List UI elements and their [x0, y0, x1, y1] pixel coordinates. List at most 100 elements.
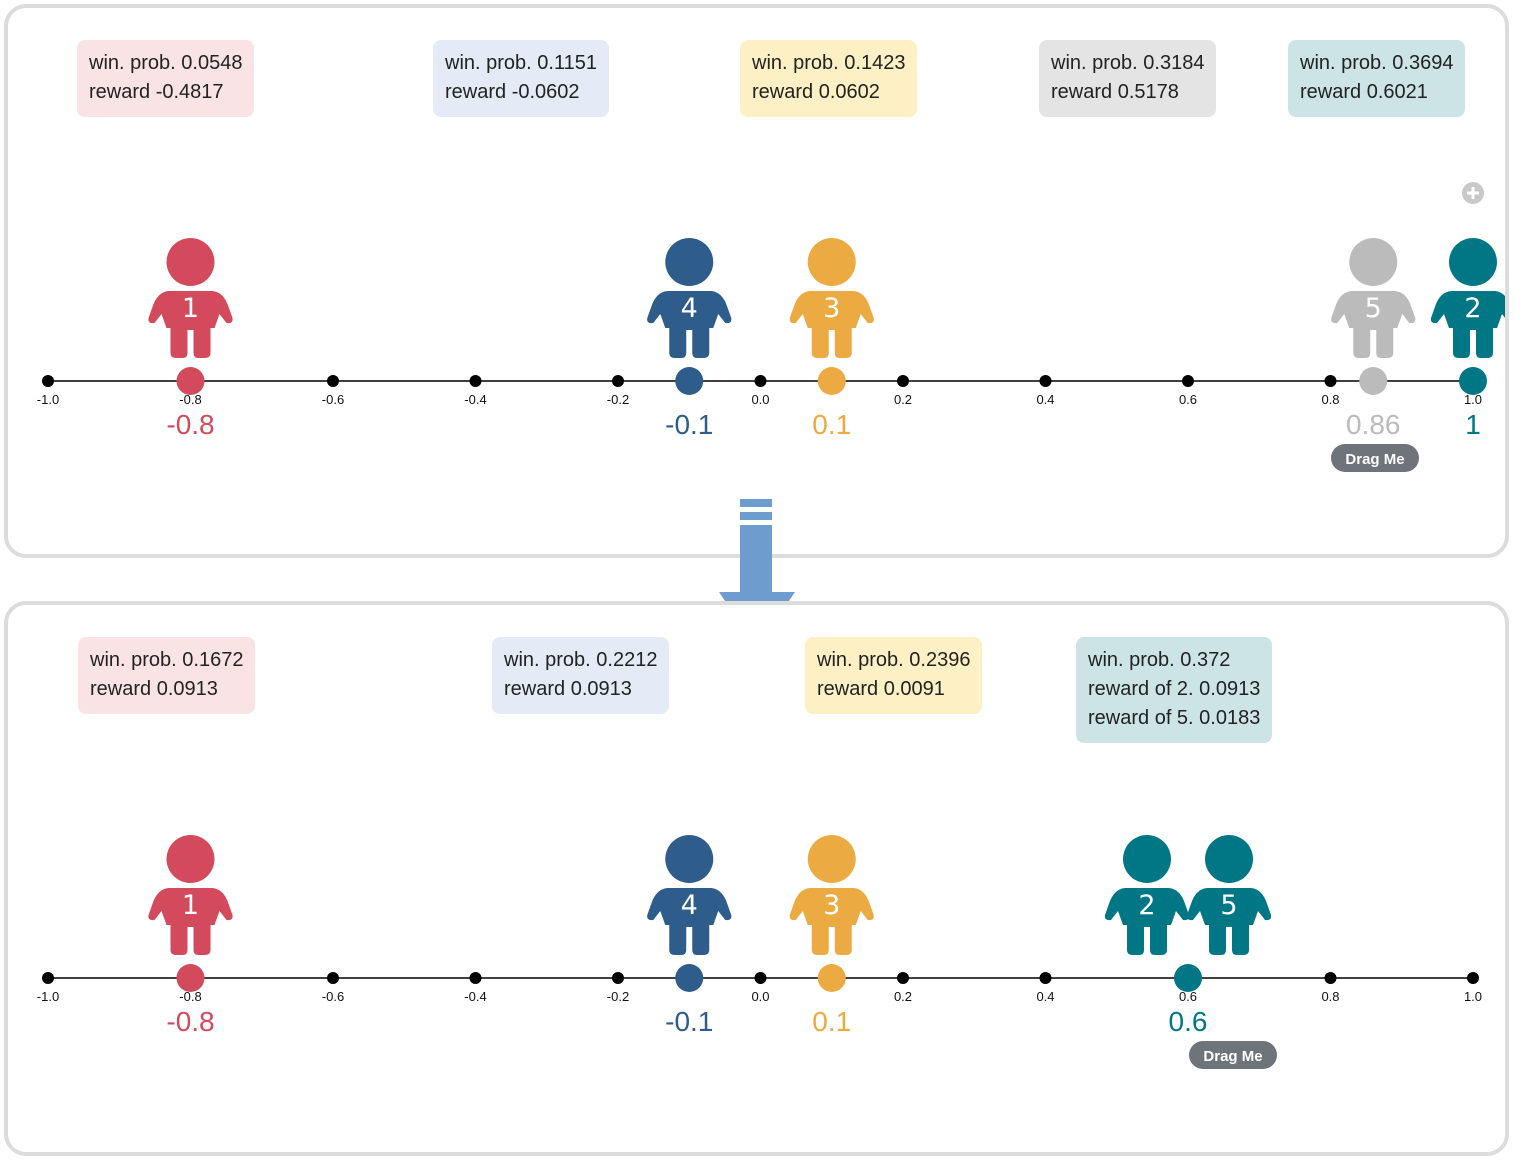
axis-tick-label: -1.0	[37, 392, 59, 407]
player-number: 1	[182, 890, 199, 921]
person-body	[647, 888, 732, 955]
player-4-value: -0.1	[665, 409, 713, 440]
player-4-value: -0.1	[665, 1006, 713, 1037]
axis-tick-label: 0.2	[894, 989, 912, 1004]
player-3[interactable]: 3	[789, 835, 874, 955]
axis-tick-dot	[754, 972, 767, 984]
axis-tick-dot	[1182, 375, 1194, 387]
axis-tick-label: -0.8	[179, 392, 201, 407]
info-box-player-5: win. prob. 0.3184 reward 0.5178	[1039, 40, 1217, 117]
player-4[interactable]: 4	[647, 238, 732, 358]
axis-tick-dot	[327, 972, 339, 984]
axis-tick-label: 0.8	[1321, 989, 1339, 1004]
axis-tick-label: -0.2	[607, 989, 629, 1004]
person-body	[148, 291, 233, 358]
person-head	[166, 835, 215, 883]
axis-tick-dot	[42, 972, 54, 984]
player-4[interactable]: 4	[647, 835, 732, 955]
player-number: 2	[1138, 890, 1155, 921]
axis-tick-label: 0.2	[894, 392, 912, 407]
player-5-handle[interactable]	[1359, 367, 1388, 395]
info-reward-2: reward of 2. 0.0913	[1088, 678, 1261, 700]
person-body	[148, 888, 233, 955]
axis-tick-dot	[754, 375, 767, 387]
player-1[interactable]: 1	[148, 835, 233, 955]
person-body	[647, 291, 732, 358]
drag-me-button[interactable]: Drag Me	[1189, 1041, 1277, 1069]
drag-me-bg	[1331, 444, 1419, 472]
person-body	[1331, 291, 1416, 358]
player-number: 4	[681, 890, 698, 921]
player-3-value: 0.1	[812, 409, 851, 440]
person-head	[665, 835, 714, 883]
player-number: 1	[182, 293, 199, 324]
person-head	[1123, 835, 1171, 883]
axis-tick-label: 1.0	[1464, 392, 1482, 407]
info-box-player-2: win. prob. 0.3694 reward 0.6021	[1288, 40, 1466, 117]
player-1[interactable]: 1	[148, 238, 233, 358]
person-head	[807, 238, 856, 286]
axis-tick-dot	[897, 375, 909, 387]
axis-tick-dot	[1324, 972, 1337, 984]
info-box-player-1: win. prob. 0.0548 reward -0.4817	[77, 40, 255, 117]
axis-tick-dot	[469, 972, 482, 984]
person-body	[1104, 888, 1190, 955]
axis-tick-dot	[897, 972, 909, 984]
info-winprob: win. prob. 0.1672	[90, 649, 244, 671]
player-5-value: 0.6	[1169, 1006, 1208, 1037]
player-1-handle[interactable]	[176, 964, 205, 992]
person-head	[1205, 835, 1253, 883]
plus-bar-v	[1471, 187, 1475, 199]
player-5[interactable]: 5	[1186, 835, 1272, 955]
info-box-player-4: win. prob. 0.1151 reward -0.0602	[433, 40, 609, 117]
info-winprob: win. prob. 0.2212	[504, 649, 658, 671]
axis-tick-label: 1.0	[1464, 989, 1482, 1004]
person-head	[807, 835, 856, 883]
axis-tick-label: -0.4	[464, 989, 486, 1004]
info-reward: reward 0.0091	[817, 678, 945, 700]
player-2[interactable]: 2	[1430, 238, 1505, 358]
axis-tick-label: -0.6	[322, 392, 344, 407]
info-box-player-1: win. prob. 0.1672 reward 0.0913	[78, 637, 256, 714]
drag-me-bg	[1189, 1041, 1277, 1069]
info-reward: reward 0.0913	[504, 678, 632, 700]
axis-tick-dot	[612, 972, 624, 984]
person-head	[665, 238, 714, 286]
player-4-handle[interactable]	[675, 964, 704, 992]
info-box-player-3: win. prob. 0.2396 reward 0.0091	[805, 637, 983, 714]
person-head	[1349, 238, 1398, 286]
player-3-handle[interactable]	[817, 367, 846, 395]
player-1-value: -0.8	[166, 1006, 214, 1037]
player-number: 2	[1464, 293, 1481, 324]
player-2-handle[interactable]	[1459, 367, 1487, 395]
player-3-handle[interactable]	[817, 964, 846, 992]
plus-circle-icon[interactable]	[1462, 182, 1484, 204]
person-head	[166, 238, 215, 286]
player-2[interactable]: 2	[1104, 835, 1190, 955]
axis-tick-label: 0.6	[1179, 989, 1197, 1004]
player-5[interactable]: 5	[1331, 238, 1416, 358]
axis-tick-label: -0.4	[464, 392, 486, 407]
person-head	[1449, 238, 1497, 286]
info-box-player-3: win. prob. 0.1423 reward 0.0602	[740, 40, 918, 117]
axis-tick-label: -1.0	[37, 989, 59, 1004]
player-number: 3	[823, 293, 840, 324]
info-box-player-4: win. prob. 0.2212 reward 0.0913	[492, 637, 670, 714]
drag-me-label: Drag Me	[1203, 1048, 1262, 1065]
axis-tick-label: 0.8	[1321, 392, 1339, 407]
axis-tick-label: -0.6	[322, 989, 344, 1004]
player-4-handle[interactable]	[675, 367, 704, 395]
info-winprob: win. prob. 0.1151	[445, 52, 597, 74]
player-3[interactable]: 3	[789, 238, 874, 358]
player-1-handle[interactable]	[176, 367, 205, 395]
player-3-value: 0.1	[812, 1006, 851, 1037]
info-reward-5: reward of 5. 0.0183	[1088, 707, 1261, 729]
player-5-handle[interactable]	[1174, 964, 1202, 992]
person-body	[1186, 888, 1272, 955]
drag-me-button[interactable]: Drag Me	[1331, 444, 1419, 472]
top-panel: win. prob. 0.0548 reward -0.4817 win. pr…	[4, 4, 1509, 558]
player-number: 5	[1220, 890, 1237, 921]
axis-tick-dot	[1324, 375, 1337, 387]
info-reward: reward 0.0602	[752, 81, 880, 103]
info-winprob: win. prob. 0.3694	[1300, 52, 1454, 74]
